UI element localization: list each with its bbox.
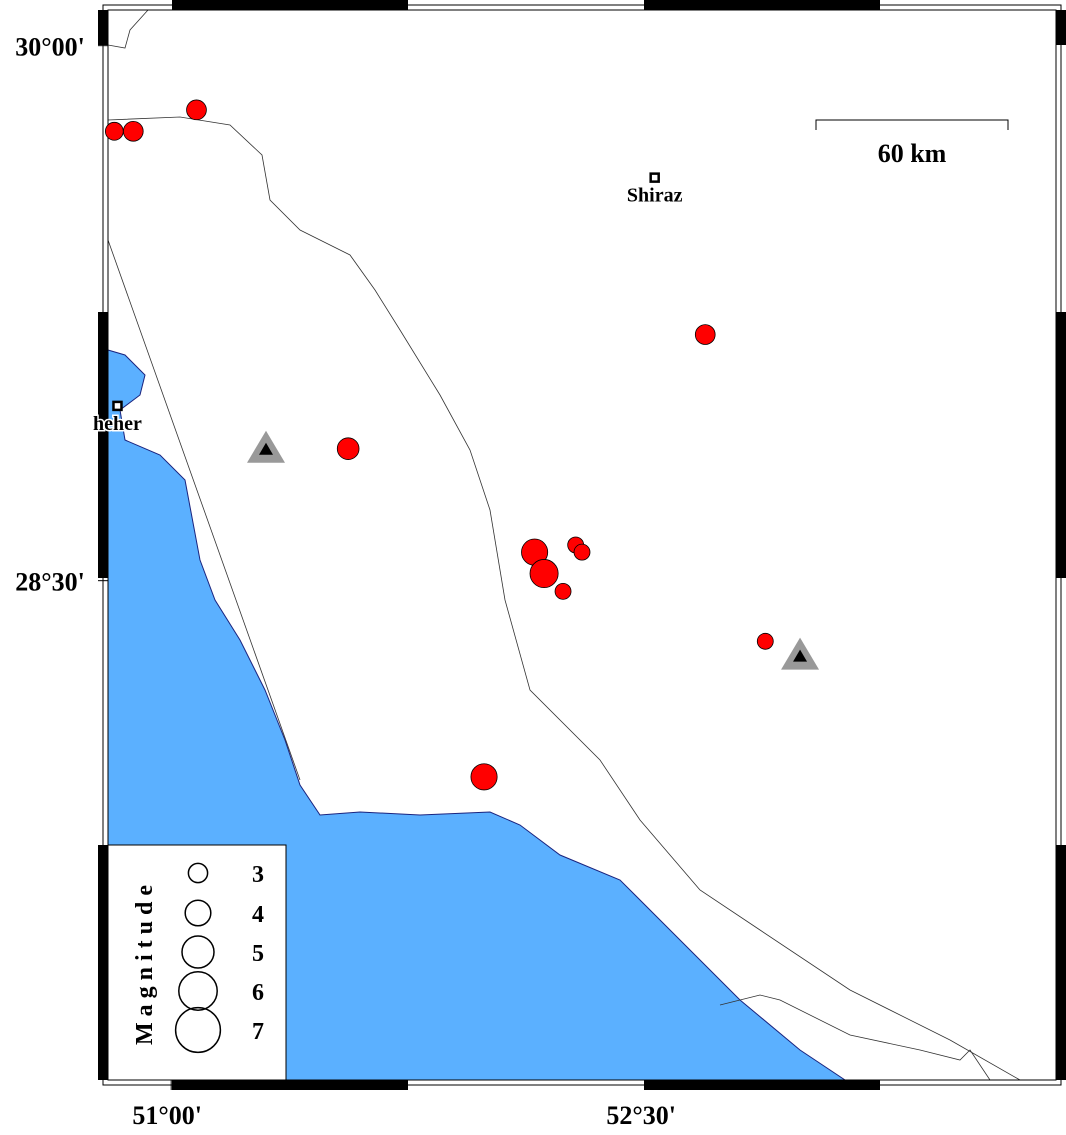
city-marker [649, 172, 660, 183]
city-label: Shiraz [627, 185, 683, 207]
legend-circle [178, 971, 218, 1011]
y-tick-label: 28°30' [15, 568, 85, 597]
frame-ticks [98, 0, 1066, 1090]
earthquake [104, 121, 124, 141]
earthquake [694, 324, 716, 345]
earthquake [756, 632, 774, 650]
earthquake [122, 120, 144, 142]
y-tick-label: 30°00' [15, 33, 85, 62]
city-marker [112, 400, 123, 412]
station-core [259, 442, 273, 455]
legend-label: 3 [252, 862, 264, 888]
sea [107, 349, 847, 1081]
station-core [793, 649, 808, 662]
scale-bar [815, 119, 1009, 130]
legend-label: 5 [252, 941, 264, 967]
legend-label: 4 [252, 902, 264, 928]
earthquake [470, 763, 498, 791]
legend-box [107, 844, 287, 1081]
legend-circle [181, 935, 215, 969]
legend-circle [174, 1006, 222, 1054]
earthquake [186, 99, 207, 121]
earthquake [529, 559, 559, 589]
borders [107, 9, 1021, 1081]
earthquake [554, 582, 572, 600]
city-label: heher [93, 413, 142, 435]
earthquake [573, 543, 591, 561]
scale-label: 60 km [878, 139, 947, 168]
x-tick-label: 51°00' [132, 1101, 202, 1130]
legend-circle [184, 899, 212, 927]
legend-label: 6 [252, 980, 264, 1006]
legend-label: 7 [252, 1019, 264, 1045]
legend-circle [187, 862, 209, 884]
legend-title: Magnitude [132, 879, 158, 1045]
x-tick-label: 52°30' [606, 1101, 676, 1130]
earthquake [336, 437, 360, 460]
